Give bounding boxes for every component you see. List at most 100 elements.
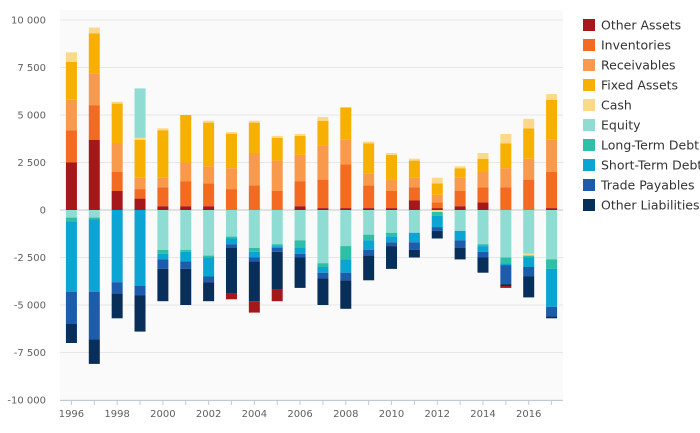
bar-segment bbox=[65, 162, 77, 210]
bar-segment bbox=[88, 33, 100, 74]
bar-segment bbox=[454, 210, 466, 231]
legend-item[interactable]: Inventories bbox=[583, 38, 671, 53]
x-tick-label: 2000 bbox=[150, 409, 175, 420]
bar-segment bbox=[134, 295, 146, 332]
x-tick-label: 2012 bbox=[425, 409, 450, 420]
bar-segment bbox=[294, 240, 306, 248]
bar-segment bbox=[65, 291, 77, 324]
legend-swatch bbox=[583, 79, 595, 91]
bar-segment bbox=[363, 210, 375, 235]
bar-segment bbox=[65, 210, 77, 218]
bars bbox=[65, 27, 558, 364]
bar-segment bbox=[134, 286, 146, 296]
bar-segment bbox=[248, 210, 260, 248]
bar-segment bbox=[340, 210, 352, 247]
bar-segment bbox=[157, 130, 169, 178]
bar-segment bbox=[477, 246, 489, 252]
bar-segment bbox=[477, 210, 489, 245]
bar-segment bbox=[363, 173, 375, 186]
legend-item[interactable]: Long-Term Debt bbox=[583, 138, 699, 153]
bar-segment bbox=[225, 210, 237, 237]
legend-item[interactable]: Trade Payables bbox=[583, 178, 695, 193]
legend-item[interactable]: Cash bbox=[583, 98, 632, 113]
legend-item[interactable]: Short-Term Debt bbox=[583, 158, 700, 173]
bar-segment bbox=[500, 168, 512, 188]
legend-label: Long-Term Debt bbox=[601, 138, 699, 153]
bar-segment bbox=[523, 276, 535, 298]
bar-segment bbox=[454, 248, 466, 260]
bar-segment bbox=[477, 244, 489, 247]
bar-segment bbox=[500, 134, 512, 144]
legend-label: Other Assets bbox=[601, 18, 681, 33]
bar-segment bbox=[500, 263, 512, 266]
legend-item[interactable]: Fixed Assets bbox=[583, 78, 678, 93]
y-tick-label: -10 000 bbox=[7, 396, 46, 407]
bar-segment bbox=[340, 259, 352, 273]
bar-segment bbox=[431, 230, 443, 239]
bar-segment bbox=[500, 187, 512, 210]
legend-label: Cash bbox=[601, 98, 632, 113]
bar-segment bbox=[317, 145, 329, 180]
bar-segment bbox=[294, 134, 306, 136]
bar-segment bbox=[180, 206, 192, 210]
bar-segment bbox=[386, 153, 398, 155]
bar-segment bbox=[500, 257, 512, 264]
legend-item[interactable]: Other Assets bbox=[583, 18, 681, 33]
bar-segment bbox=[111, 172, 123, 191]
bar-segment bbox=[180, 251, 192, 262]
bar-segment bbox=[431, 215, 443, 228]
bar-segment bbox=[386, 242, 398, 247]
bar-segment bbox=[157, 128, 169, 131]
bar-segment bbox=[340, 208, 352, 210]
bar-segment bbox=[203, 122, 215, 167]
bar-segment bbox=[317, 116, 329, 121]
bar-segment bbox=[317, 272, 329, 279]
x-tick-label: 1998 bbox=[104, 409, 129, 420]
bar-segment bbox=[431, 227, 443, 231]
bar-segment bbox=[248, 261, 260, 302]
bar-segment bbox=[431, 208, 443, 210]
bar-segment bbox=[134, 210, 146, 286]
bar-segment bbox=[134, 137, 146, 140]
bar-segment bbox=[134, 177, 146, 190]
bar-segment bbox=[134, 88, 146, 138]
bar-segment bbox=[180, 162, 192, 182]
bar-segment bbox=[340, 280, 352, 309]
legend-item[interactable]: Receivables bbox=[583, 58, 676, 73]
bar-segment bbox=[386, 179, 398, 191]
x-tick-label: 2002 bbox=[196, 409, 221, 420]
bar-segment bbox=[203, 120, 215, 123]
bar-segment bbox=[477, 153, 489, 159]
bar-segment bbox=[523, 179, 535, 210]
bar-segment bbox=[203, 276, 215, 283]
bar-segment bbox=[408, 210, 420, 233]
bar-segment bbox=[157, 210, 169, 250]
bar-segment bbox=[203, 206, 215, 210]
bar-segment bbox=[431, 202, 443, 209]
legend-item[interactable]: Other Liabilities bbox=[583, 198, 700, 213]
bar-segment bbox=[111, 210, 123, 283]
bar-segment bbox=[386, 191, 398, 209]
bar-segment bbox=[203, 166, 215, 184]
bar-segment bbox=[294, 248, 306, 254]
bar-segment bbox=[271, 251, 283, 290]
y-tick-label: 2 500 bbox=[17, 158, 46, 169]
bar-segment bbox=[65, 52, 77, 62]
legend-item[interactable]: Equity bbox=[583, 118, 641, 133]
bar-segment bbox=[317, 263, 329, 267]
bar-segment bbox=[248, 185, 260, 210]
bar-segment bbox=[431, 211, 443, 216]
bar-segment bbox=[340, 164, 352, 209]
bar-segment bbox=[523, 255, 535, 258]
x-tick-label: 1996 bbox=[59, 409, 84, 420]
y-tick-label: 0 bbox=[40, 206, 46, 217]
bar-segment bbox=[271, 244, 283, 247]
bar-segment bbox=[225, 293, 237, 300]
legend-swatch bbox=[583, 19, 595, 31]
legend-swatch bbox=[583, 179, 595, 191]
bar-segment bbox=[157, 259, 169, 269]
bar-segment bbox=[225, 244, 237, 248]
bar-segment bbox=[157, 206, 169, 210]
bar-segment bbox=[386, 154, 398, 180]
bar-segment bbox=[88, 210, 100, 218]
